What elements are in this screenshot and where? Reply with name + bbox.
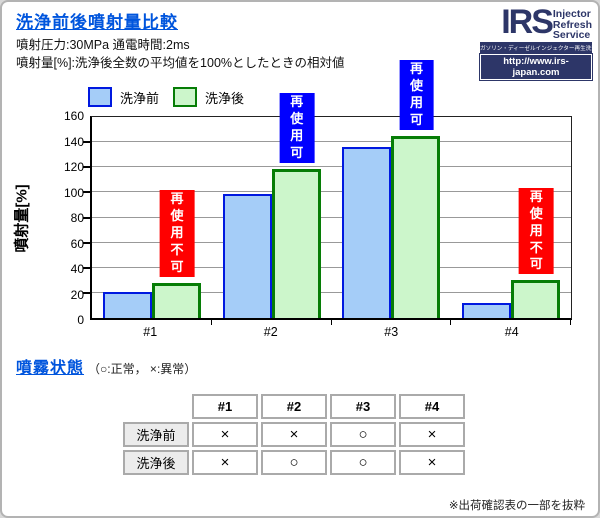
gridline bbox=[92, 266, 571, 268]
y-tick-label: 120 bbox=[63, 160, 84, 174]
spray-table-col-1: #1 bbox=[192, 394, 258, 419]
gridline bbox=[92, 191, 571, 193]
spray-table-col-2: #2 bbox=[261, 394, 327, 419]
spray-mark-cell: × bbox=[399, 450, 465, 475]
bar-before-1 bbox=[102, 291, 152, 318]
y-axis-tick-labels: 0 20 40 60 80 100 120 140 160 bbox=[42, 109, 84, 327]
irs-acronym: IRS bbox=[501, 3, 554, 41]
gridline bbox=[92, 166, 571, 168]
value-definition: 噴射量[%]:洗浄後全数の平均値を100%としたときの相対値 bbox=[16, 56, 345, 70]
y-tick-label: 160 bbox=[63, 109, 84, 123]
bar-group-3: 再使用可 bbox=[332, 60, 452, 318]
y-tick-mark bbox=[83, 266, 90, 269]
spray-heading-note: （○:正常， ×:異常） bbox=[88, 362, 197, 376]
bar-before-3 bbox=[342, 147, 392, 318]
legend-swatch bbox=[173, 87, 198, 107]
annotation-ok-3: 再使用可 bbox=[399, 60, 434, 130]
spray-mark-cell: × bbox=[261, 422, 327, 447]
test-conditions: 噴射圧力:30MPa 通電時間:2ms bbox=[16, 38, 190, 52]
y-tick-label: 80 bbox=[70, 211, 84, 225]
y-tick-mark bbox=[83, 166, 90, 169]
legend-swatch bbox=[88, 87, 112, 107]
plot-area: 再使用 不可 再使用可 再使用可再使用 不可 bbox=[83, 60, 572, 325]
gridline bbox=[92, 216, 571, 218]
y-tick-label: 0 bbox=[77, 313, 84, 327]
spray-table-col-3: #3 bbox=[330, 394, 396, 419]
y-tick-label: 140 bbox=[63, 134, 84, 149]
bar-after-2 bbox=[271, 168, 321, 318]
spray-table-body: 洗浄前 × × ○ × 洗浄後 × ○ ○ × bbox=[123, 422, 465, 475]
spray-row-label: 洗浄後 bbox=[123, 450, 189, 475]
y-tick-mark bbox=[83, 191, 90, 194]
x-label-2: #2 bbox=[263, 325, 278, 339]
spray-table-header-row: #1 #2 #3 #4 bbox=[123, 394, 465, 419]
bar-after-3 bbox=[391, 135, 441, 318]
spray-table-head: #1 #2 #3 #4 bbox=[123, 394, 465, 419]
x-label-1: #1 bbox=[143, 325, 158, 339]
spray-table-col-4: #4 bbox=[399, 394, 465, 419]
irs-word-service: Service bbox=[552, 29, 591, 42]
gridline bbox=[92, 241, 571, 243]
irs-logo-top: IRS Injector Refresh Service bbox=[480, 3, 592, 41]
spray-mark-cell: ○ bbox=[261, 450, 327, 475]
x-label-4: #4 bbox=[504, 325, 519, 339]
irs-word-refresh: Refresh bbox=[552, 18, 592, 31]
x-axis-labels: #1 #2 #3 #4 bbox=[90, 325, 572, 339]
bar-group-1: 再使用 不可 bbox=[92, 117, 212, 318]
legend-item-after: 洗浄後 bbox=[173, 87, 244, 107]
y-tick-label: 100 bbox=[63, 185, 84, 200]
y-tick-mark bbox=[83, 291, 90, 294]
page-title: 洗浄前後噴射量比較 bbox=[16, 13, 178, 32]
x-tick-mark bbox=[450, 320, 452, 325]
spray-mark-cell: × bbox=[192, 450, 258, 475]
spray-mark-cell: ○ bbox=[330, 422, 396, 447]
legend-label: 洗浄前 bbox=[120, 90, 160, 106]
spray-table-corner bbox=[123, 394, 189, 419]
spray-mark-cell: ○ bbox=[330, 450, 396, 475]
bar-group-2: 再使用可 bbox=[212, 92, 332, 318]
spray-state-table: #1 #2 #3 #4 洗浄前 × × ○ × 洗浄後 × ○ ○ × bbox=[120, 391, 468, 478]
y-tick-label: 60 bbox=[70, 236, 84, 251]
gridline bbox=[92, 141, 571, 143]
x-label-3: #3 bbox=[384, 325, 399, 339]
annotation-ng-1: 再使用 不可 bbox=[159, 190, 195, 277]
spray-table-row: 洗浄前 × × ○ × bbox=[123, 422, 465, 447]
irs-logo: IRS Injector Refresh Service ガソリン・ディーゼルイ… bbox=[480, 3, 592, 81]
spray-mark-cell: × bbox=[399, 422, 465, 447]
annotation-ok-2: 再使用可 bbox=[279, 92, 315, 163]
spray-table-row: 洗浄後 × ○ ○ × bbox=[123, 450, 465, 475]
bar-after-1 bbox=[151, 282, 201, 318]
irs-word-injector: Injector bbox=[552, 8, 591, 20]
spray-section-heading: 噴霧状態 （○:正常， ×:異常） bbox=[16, 354, 196, 378]
x-tick-mark bbox=[210, 320, 212, 325]
y-axis-title: 噴射量[%] bbox=[13, 183, 31, 253]
annotation-ng-4: 再使用 不可 bbox=[518, 187, 554, 275]
irs-url: http://www.irs-japan.com bbox=[480, 54, 592, 81]
bar-before-4 bbox=[462, 302, 512, 318]
x-tick-mark bbox=[330, 320, 332, 325]
y-tick-mark bbox=[83, 241, 90, 244]
spray-mark-cell: × bbox=[192, 422, 258, 447]
irs-words: Injector Refresh Service bbox=[553, 7, 592, 41]
bar-group-4: 再使用 不可 bbox=[451, 117, 571, 318]
x-tick-mark bbox=[570, 320, 571, 325]
chart-legend: 洗浄前 洗浄後 bbox=[88, 87, 244, 107]
y-tick-mark bbox=[83, 141, 90, 144]
y-tick-label: 40 bbox=[70, 262, 84, 276]
spray-row-label: 洗浄前 bbox=[123, 422, 189, 447]
legend-label: 洗浄後 bbox=[205, 90, 245, 106]
legend-item-before: 洗浄前 bbox=[88, 87, 159, 107]
bar-after-4 bbox=[511, 280, 561, 318]
y-tick-mark bbox=[83, 216, 90, 219]
spray-heading-text: 噴霧状態 bbox=[16, 360, 85, 377]
bar-before-2 bbox=[222, 193, 272, 318]
irs-tagline: ガソリン・ディーゼルインジェクター再生洗浄サービス bbox=[480, 42, 592, 54]
gridline bbox=[92, 291, 571, 293]
y-tick-label: 20 bbox=[70, 287, 84, 302]
source-footnote: ※出荷確認表の一部を抜粋 bbox=[448, 500, 585, 512]
